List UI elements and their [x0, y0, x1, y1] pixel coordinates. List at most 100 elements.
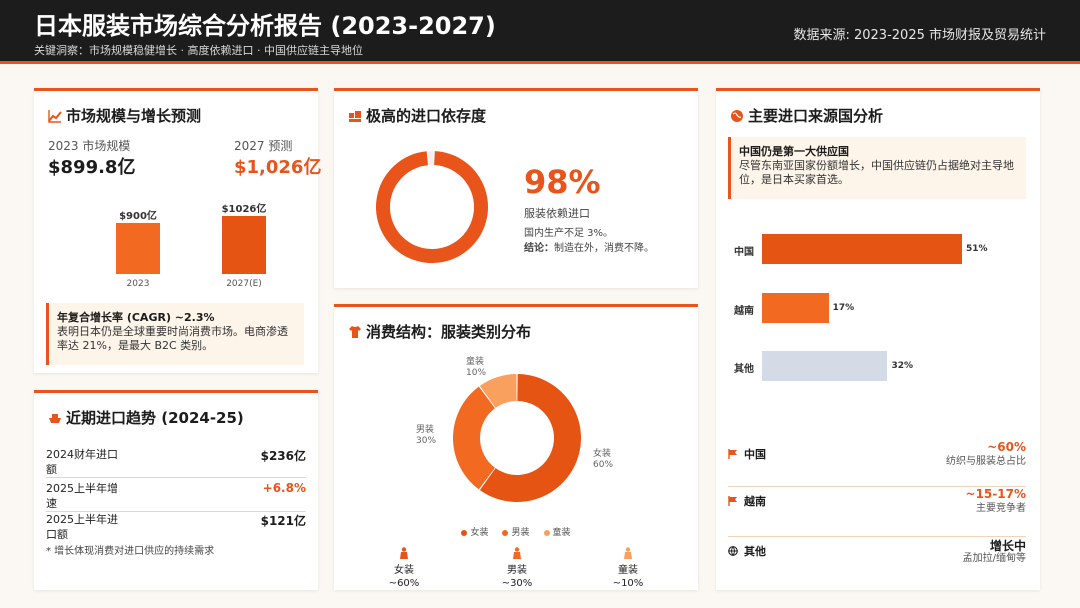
dependency-note: 国内生产不足 3%。 结论：制造在外，消费不降。 [524, 227, 654, 256]
consumption-card: 消费结构：服装类别分布 童装 10% 男装 30% 女装 60% 女装 男装 童… [334, 304, 698, 590]
conclusion-label: 结论： [524, 242, 554, 254]
donut-label-name: 童装 [466, 357, 485, 367]
sources-title: 主要进口来源国分析 [730, 105, 883, 126]
category-slice-women [479, 374, 581, 502]
donut-label-kids: 童装 10% [466, 357, 486, 379]
category-name: 男装 [507, 565, 527, 576]
dependency-label: 服装依赖进口 [524, 207, 590, 220]
line-chart-icon [48, 109, 62, 123]
legend-label: 女装 [470, 528, 489, 538]
conclusion-note: 结论：制造在外，消费不降。 [524, 242, 654, 257]
report-header: 日本服装市场综合分析报告 (2023-2027) 关键洞察：市场规模稳健增长 ·… [0, 0, 1080, 64]
trend-row-label: 2025上半年增速 [46, 482, 118, 510]
source-row: 中国 ~60% 纺织与服装总占比 [728, 440, 1026, 487]
ship-icon [49, 413, 61, 423]
category-pct: ~30% [501, 578, 533, 589]
source-desc: 主要竞争者 [976, 503, 1026, 514]
source-value: 增长中 [989, 539, 1026, 553]
source-name: 其他 [728, 543, 766, 559]
category-legend: 女装 男装 童装 [334, 525, 698, 538]
category-slice-men [453, 386, 495, 490]
legend-item: 男装 [502, 525, 530, 538]
category-men: 男装 ~30% [482, 547, 552, 590]
source-row: 其他 增长中 孟加拉/缅甸等 [728, 539, 1026, 583]
trend-row-label: 2024财年进口额 [46, 448, 118, 476]
category-name: 女装 [394, 565, 414, 576]
source-name-text: 中国 [744, 448, 766, 461]
consumption-title: 消费结构：服装类别分布 [348, 321, 531, 342]
source-name: 中国 [728, 446, 766, 462]
report-title: 日本服装市场综合分析报告 (2023-2027) [34, 12, 496, 40]
current-size-value: $899.8亿 [48, 157, 136, 178]
category-pct: ~10% [612, 578, 644, 589]
consumption-title-text: 消费结构：服装类别分布 [366, 323, 532, 341]
conclusion-text: 制造在外，消费不降。 [554, 242, 654, 254]
market-size-title-text: 市场规模与增长预测 [66, 107, 202, 125]
source-name-text: 其他 [744, 545, 766, 558]
market-bar [222, 216, 266, 274]
trend-footnote: * 增长体现消费对进口供应的持续需求 [46, 546, 215, 557]
callout-text: 尽管东南亚国家份额增长，中国供应链仍占据绝对主导地位，是日本买家首选。 [739, 159, 1014, 187]
source-value: ~15-17% [965, 487, 1026, 501]
market-size-title: 市场规模与增长预测 [48, 105, 201, 126]
source-bar [762, 234, 962, 264]
shirt-icon [349, 325, 361, 338]
dependency-slice-import-share [376, 151, 488, 263]
china-callout: 中国仍是第一大供应国 尽管东南亚国家份额增长，中国供应链仍占据绝对主导地位，是日… [728, 137, 1026, 199]
legend-item: 女装 [461, 525, 488, 538]
donut-label-men: 男装 30% [416, 425, 436, 447]
category-donut-chart [453, 374, 581, 502]
donut-label-name: 男装 [416, 425, 435, 435]
import-trend-card: 近期进口趋势 (2024-25) 2024财年进口额 $236亿 2025上半年… [34, 390, 318, 590]
domestic-production-note: 国内生产不足 3%。 [524, 228, 614, 239]
category-kids: 童装 ~10% [593, 547, 663, 590]
market-bar [116, 223, 160, 274]
source-bar [762, 293, 829, 323]
data-source: 数据来源: 2023-2025 市场财报及贸易统计 [793, 28, 1046, 43]
category-women: 女装 ~60% [369, 547, 439, 590]
source-name: 越南 [728, 493, 766, 509]
import-dependency-card: 极高的进口依存度 98% 服装依赖进口 国内生产不足 3%。 结论：制造在外，消… [334, 88, 698, 288]
person-icon [624, 547, 632, 559]
trend-row: 2024财年进口额 $236亿 [46, 447, 306, 478]
callout-title: 中国仍是第一大供应国 [739, 145, 849, 158]
import-sources-card: 主要进口来源国分析 中国仍是第一大供应国 尽管东南亚国家份额增长，中国供应链仍占… [716, 88, 1040, 590]
trend-row-value: $121亿 [260, 514, 306, 528]
donut-label-women: 女装 60% [593, 449, 613, 471]
market-size-card: 市场规模与增长预测 2023 市场规模 $899.8亿 2027 预测 $1,0… [34, 88, 322, 373]
person-icon [400, 547, 408, 559]
trend-row-value: +6.8% [262, 481, 306, 495]
source-bar-category: 中国 [734, 247, 754, 258]
sources-title-text: 主要进口来源国分析 [748, 107, 884, 125]
source-desc: 孟加拉/缅甸等 [962, 553, 1026, 564]
source-bar-label: 17% [832, 303, 855, 313]
report-subtitle: 关键洞察：市场规模稳健增长 · 高度依赖进口 · 中国供应链主导地位 [34, 44, 363, 57]
dependency-title-text: 极高的进口依存度 [366, 107, 487, 125]
source-bar-category: 其他 [734, 364, 754, 375]
trend-row-label: 2025上半年进口额 [46, 513, 118, 541]
donut-label-name: 女装 [593, 449, 612, 459]
source-bar-label: 51% [966, 244, 988, 254]
current-size-label: 2023 市场规模 [48, 139, 131, 153]
forecast-value: $1,026亿 [234, 157, 322, 178]
market-bar-category: 2027(E) [226, 279, 262, 289]
trend-row: 2025上半年进口额 $121亿 [46, 512, 306, 543]
source-desc: 纺织与服装总占比 [946, 456, 1026, 467]
source-bar-label: 32% [891, 361, 914, 371]
dependency-title: 极高的进口依存度 [348, 105, 486, 126]
trend-row-value: $236亿 [260, 449, 306, 463]
category-slice-kids [479, 374, 517, 408]
person-icon [513, 547, 521, 559]
legend-label: 男装 [511, 528, 530, 538]
boxes-icon [349, 110, 361, 122]
globe-icon [731, 109, 743, 122]
legend-label: 童装 [552, 528, 571, 538]
cagr-note: 年复合增长率 (CAGR) ~2.3% 表明日本仍是全球重要时尚消费市场。电商渗… [46, 303, 304, 365]
import-trend-title-text: 近期进口趋势 (2024-25) [66, 409, 244, 427]
donut-label-pct: 30% [416, 435, 437, 446]
donut-label-pct: 60% [593, 459, 614, 470]
market-bar-label: $900亿 [119, 211, 157, 223]
flag-icon [728, 496, 737, 506]
source-value: ~60% [987, 440, 1026, 454]
cagr-title: 年复合增长率 (CAGR) ~2.3% [57, 311, 215, 324]
